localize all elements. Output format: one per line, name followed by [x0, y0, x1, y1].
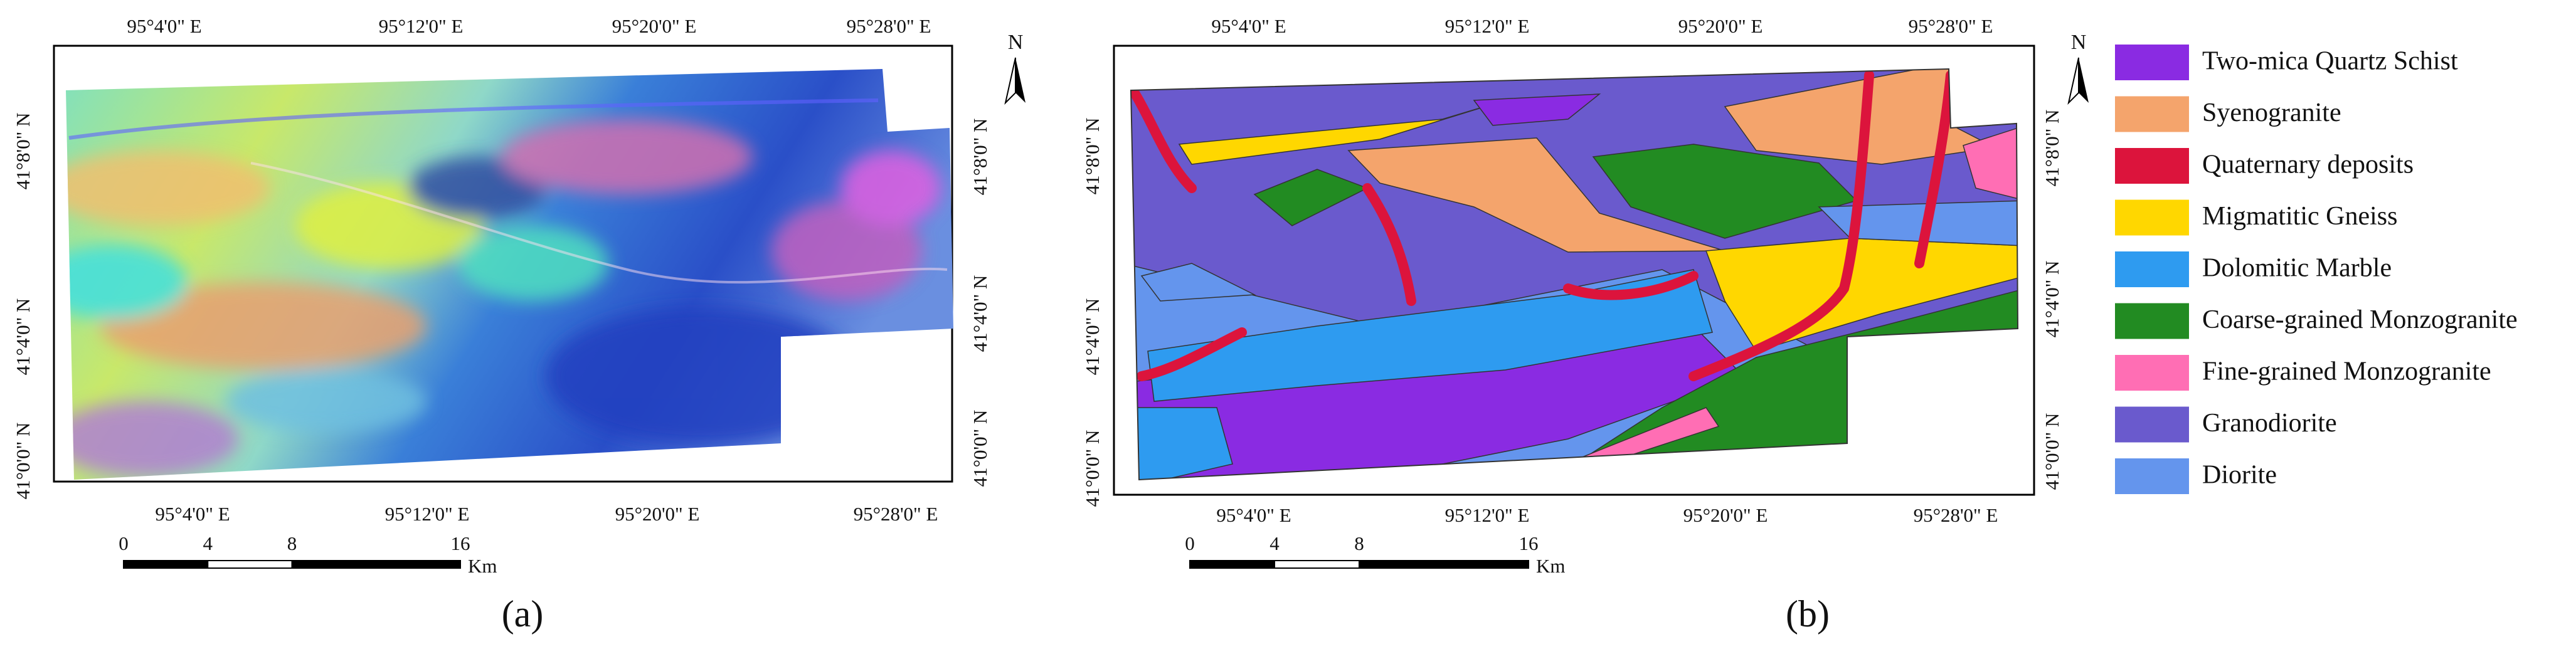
legend-label: Coarse-grained Monzogranite	[2202, 305, 2518, 334]
scale-label: 0	[1185, 532, 1195, 554]
legend-label: Migmatitic Gneiss	[2202, 202, 2397, 231]
quaternary-deposit	[1362, 183, 1416, 306]
scale-label: 0	[119, 532, 129, 554]
quaternary-deposit	[1131, 89, 1197, 193]
latitude-label: 41°4'0" N	[969, 275, 991, 352]
north-arrow	[1004, 57, 1016, 105]
legend-label: Fine-grained Monzogranite	[2202, 357, 2491, 386]
geologic-unit	[1347, 137, 1725, 253]
quaternary-deposit	[1914, 70, 1956, 268]
scale-unit: Km	[1536, 555, 1566, 577]
map-frame	[1113, 45, 2035, 496]
latitude-label: 41°4'0" N	[2041, 261, 2063, 338]
latitude-label: 41°8'0" N	[969, 119, 991, 196]
longitude-label: 95°12'0" E	[1445, 504, 1530, 526]
legend-label: Quaternary deposits	[2202, 150, 2414, 179]
latitude-label: 41°0'0" N	[969, 410, 991, 487]
geologic-unit	[1473, 93, 1601, 126]
scale-label: 4	[203, 532, 213, 554]
map-outline	[1130, 68, 2019, 481]
latitude-label: 41°8'0" N	[12, 113, 34, 190]
legend-label: Syenogranite	[2202, 98, 2341, 127]
scale-bar-segment	[123, 560, 209, 569]
scale-bar-segment	[1189, 560, 1275, 569]
panel-label: (b)	[1786, 593, 1830, 635]
scale-label: 8	[287, 532, 297, 554]
quaternary-deposit	[1137, 327, 1247, 381]
north-arrow	[2079, 58, 2089, 103]
longitude-label: 95°4'0" E	[155, 503, 230, 525]
latitude-label: 41°8'0" N	[1081, 118, 1103, 195]
north-arrow	[1015, 58, 1026, 103]
longitude-label: 95°4'0" E	[1211, 15, 1286, 37]
quaternary-deposit	[1563, 271, 1699, 300]
scale-bar-segment	[291, 560, 461, 569]
scale-label: 4	[1269, 532, 1280, 554]
geology-map	[1131, 69, 2018, 480]
scale-bar-segment	[207, 560, 293, 569]
legend-swatch	[2115, 406, 2189, 443]
scale-label: 16	[451, 532, 470, 554]
geologic-unit	[1178, 100, 1506, 165]
longitude-label: 95°12'0" E	[379, 15, 464, 37]
longitude-label: 95°12'0" E	[1445, 15, 1530, 37]
latitude-label: 41°4'0" N	[1081, 298, 1103, 376]
legend-label: Granodiorite	[2202, 409, 2337, 438]
longitude-label: 95°20'0" E	[612, 15, 697, 37]
legend-swatch	[2115, 96, 2189, 132]
legend-swatch	[2115, 355, 2189, 391]
geologic-unit	[1963, 124, 2018, 201]
longitude-label: 95°28'0" E	[854, 503, 938, 525]
latitude-label: 41°0'0" N	[2041, 413, 2063, 490]
legend-swatch	[2115, 303, 2189, 339]
legend-label: Dolomitic Marble	[2202, 254, 2392, 283]
legend-label: Two-mica Quartz Schist	[2202, 47, 2458, 76]
north-label: N	[2071, 31, 2087, 54]
longitude-label: 95°12'0" E	[385, 503, 470, 525]
panel-label: (a)	[502, 593, 544, 635]
scale-label: 8	[1354, 532, 1364, 554]
scale-bar-segment	[1274, 560, 1360, 569]
north-label: N	[1008, 31, 1024, 54]
legend-label: Diorite	[2202, 461, 2277, 490]
longitude-label: 95°20'0" E	[1678, 15, 1763, 37]
longitude-label: 95°4'0" E	[127, 15, 201, 37]
latitude-label: 41°0'0" N	[12, 423, 34, 500]
latitude-label: 41°0'0" N	[1081, 430, 1103, 507]
legend-swatch	[2115, 458, 2189, 494]
scale-bar-segment	[1359, 560, 1529, 569]
geologic-unit	[1131, 407, 1233, 480]
quaternary-deposit	[1688, 70, 1874, 381]
longitude-label: 95°20'0" E	[1683, 504, 1768, 526]
longitude-label: 95°28'0" E	[1909, 15, 1993, 37]
geologic-unit	[1140, 263, 1256, 302]
scale-unit: Km	[468, 555, 497, 577]
geologic-unit	[1147, 269, 1713, 402]
legend-swatch	[2115, 148, 2189, 184]
longitude-label: 95°20'0" E	[615, 503, 700, 525]
north-arrow	[2067, 57, 2079, 105]
legend-swatch	[2115, 45, 2189, 80]
latitude-label: 41°4'0" N	[12, 298, 34, 376]
satellite-image	[66, 69, 953, 480]
latitude-label: 41°8'0" N	[2041, 110, 2063, 187]
legend-swatch	[2115, 199, 2189, 236]
longitude-label: 95°28'0" E	[1914, 504, 1998, 526]
legend-swatch	[2115, 251, 2189, 287]
scale-label: 16	[1519, 532, 1539, 554]
longitude-label: 95°28'0" E	[847, 15, 931, 37]
longitude-label: 95°4'0" E	[1216, 504, 1291, 526]
